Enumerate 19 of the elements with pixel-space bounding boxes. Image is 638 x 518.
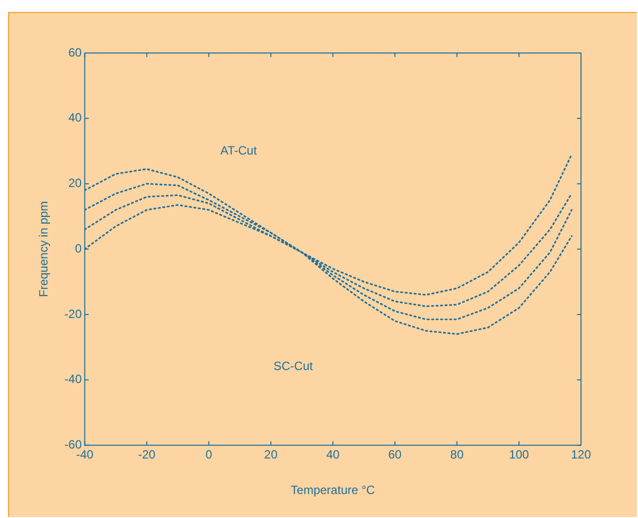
x-tick-label: 0 bbox=[205, 448, 212, 462]
y-tick-label: 40 bbox=[68, 110, 82, 125]
annotation: SC-Cut bbox=[274, 359, 314, 374]
x-axis-title: Temperature °C bbox=[290, 483, 376, 498]
x-tick-label: 100 bbox=[508, 448, 530, 462]
y-axis-title: Frequency in ppm bbox=[36, 201, 51, 298]
y-tick-label: -40 bbox=[64, 372, 82, 386]
y-tick-label: -60 bbox=[64, 438, 82, 452]
y-tick-label: 0 bbox=[75, 241, 82, 256]
x-tick-label: 40 bbox=[326, 448, 340, 462]
y-tick-label: -20 bbox=[64, 306, 82, 321]
x-tick-label: 120 bbox=[570, 448, 592, 462]
x-tick-label: -20 bbox=[138, 448, 156, 462]
y-tick-label: 20 bbox=[68, 176, 82, 190]
x-tick-label: 80 bbox=[450, 448, 464, 462]
x-tick-label: 60 bbox=[388, 448, 402, 462]
annotation: AT-Cut bbox=[220, 143, 258, 158]
x-tick-label: 20 bbox=[264, 448, 278, 462]
y-tick-label: 60 bbox=[68, 45, 82, 60]
